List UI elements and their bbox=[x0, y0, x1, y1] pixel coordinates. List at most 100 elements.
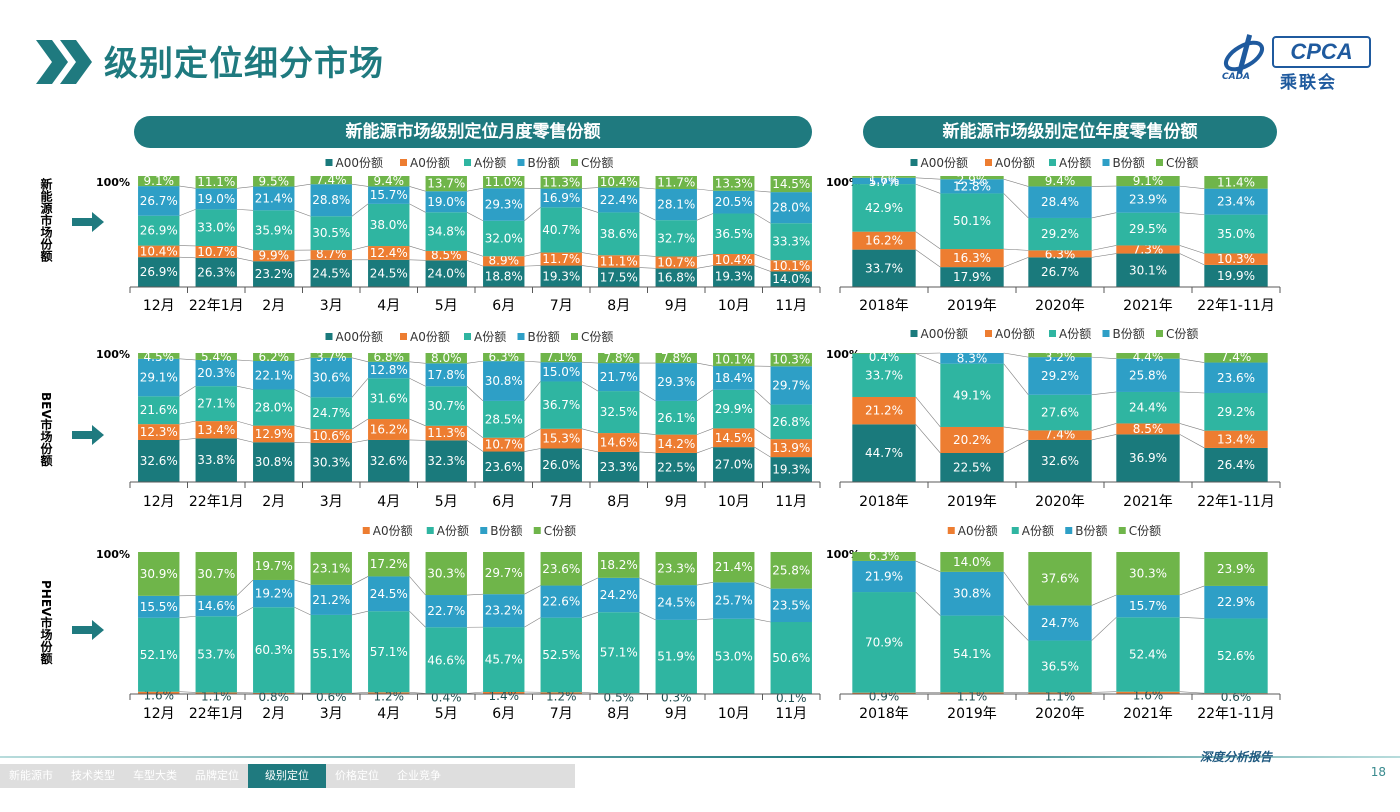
connector-line bbox=[754, 428, 770, 439]
legend-label: C份额 bbox=[1166, 327, 1198, 341]
connector-line bbox=[697, 266, 713, 269]
data-label: 36.5% bbox=[715, 227, 753, 241]
data-label: 52.1% bbox=[140, 648, 178, 662]
data-label: 30.8% bbox=[953, 587, 991, 601]
footer-tab[interactable]: 企业竞争 bbox=[388, 764, 450, 788]
data-label: 40.7% bbox=[542, 223, 580, 237]
connector-line bbox=[1004, 364, 1029, 395]
data-label: 34.8% bbox=[427, 225, 465, 239]
connector-line bbox=[916, 424, 941, 453]
category-label: 7月 bbox=[550, 706, 573, 722]
legend-swatch bbox=[985, 159, 992, 166]
data-label: 7.1% bbox=[546, 350, 577, 364]
data-label: 70.9% bbox=[865, 635, 903, 649]
data-label: 19.3% bbox=[542, 269, 580, 283]
connector-line bbox=[1092, 357, 1117, 359]
data-label: 5.4% bbox=[201, 350, 232, 364]
data-label: 0.4% bbox=[869, 350, 900, 364]
legend-label: A0份额 bbox=[958, 524, 998, 538]
legend-label: A份额 bbox=[474, 156, 506, 170]
category-label: 2019年 bbox=[947, 298, 997, 314]
data-label: 6.2% bbox=[259, 350, 290, 364]
connector-line bbox=[1180, 617, 1205, 618]
connector-line bbox=[582, 692, 598, 693]
connector-line bbox=[916, 592, 941, 616]
connector-line bbox=[524, 266, 540, 267]
legend-label: A0份额 bbox=[995, 327, 1035, 341]
data-label: 28.1% bbox=[657, 198, 695, 212]
data-label: 30.8% bbox=[255, 455, 293, 469]
footer-tab-active[interactable]: 级别定位 bbox=[248, 764, 326, 788]
data-label: 20.5% bbox=[715, 195, 753, 209]
connector-line bbox=[1092, 423, 1117, 430]
connector-line bbox=[754, 191, 770, 192]
connector-line bbox=[352, 246, 368, 250]
connector-line bbox=[582, 429, 598, 433]
connector-line bbox=[467, 594, 483, 595]
data-label: 22.6% bbox=[542, 595, 580, 609]
data-label: 24.4% bbox=[1129, 401, 1167, 415]
legend-swatch bbox=[427, 527, 434, 534]
legend-swatch bbox=[1156, 330, 1163, 337]
category-label: 9月 bbox=[665, 298, 688, 314]
legend-label: B份额 bbox=[490, 524, 522, 538]
connector-line bbox=[237, 386, 253, 389]
data-label: 13.7% bbox=[427, 177, 465, 191]
legend-label: A0份额 bbox=[995, 156, 1035, 170]
data-label: 33.7% bbox=[865, 368, 903, 382]
connector-line bbox=[1004, 193, 1029, 218]
connector-line bbox=[1004, 249, 1029, 250]
connector-line bbox=[179, 386, 195, 396]
data-label: 23.9% bbox=[1217, 562, 1255, 576]
connector-line bbox=[467, 188, 483, 191]
footer-tab[interactable]: 技术类型 bbox=[62, 764, 124, 788]
connector-line bbox=[352, 419, 368, 429]
footer-tab[interactable]: 车型大类 bbox=[124, 764, 186, 788]
data-label: 23.4% bbox=[1217, 195, 1255, 209]
data-label: 3.7% bbox=[316, 350, 347, 364]
data-label: 32.6% bbox=[140, 454, 178, 468]
data-label: 22.7% bbox=[427, 604, 465, 618]
data-label: 36.5% bbox=[1041, 659, 1079, 673]
data-label: 24.2% bbox=[600, 588, 638, 602]
connector-line bbox=[697, 363, 713, 366]
connector-line bbox=[352, 204, 368, 216]
legend-label: A份额 bbox=[474, 330, 506, 344]
data-label: 23.6% bbox=[542, 562, 580, 576]
connector-line bbox=[639, 433, 655, 435]
legend-swatch bbox=[948, 527, 955, 534]
legend-label: C份额 bbox=[1166, 156, 1198, 170]
category-label: 5月 bbox=[435, 298, 458, 314]
legend-label: B份额 bbox=[1075, 524, 1107, 538]
data-label: 7.4% bbox=[316, 173, 347, 187]
data-label: 38.0% bbox=[370, 218, 408, 232]
data-label: 21.2% bbox=[865, 404, 903, 418]
data-label: 11.0% bbox=[485, 175, 523, 189]
footer-tab[interactable]: 品牌定位 bbox=[186, 764, 248, 788]
footer-tab[interactable]: 价格定位 bbox=[326, 764, 388, 788]
data-label: 18.4% bbox=[715, 371, 753, 385]
connector-line bbox=[697, 447, 713, 453]
data-label: 57.1% bbox=[600, 646, 638, 660]
connector-line bbox=[1092, 392, 1117, 395]
data-label: 32.3% bbox=[427, 454, 465, 468]
data-label: 27.0% bbox=[715, 458, 753, 472]
data-label: 10.4% bbox=[715, 253, 753, 267]
legend-label: C份额 bbox=[1129, 524, 1161, 538]
category-label: 4月 bbox=[377, 298, 400, 314]
data-label: 15.7% bbox=[1129, 599, 1167, 613]
footer-tab[interactable]: 新能源市场 bbox=[0, 764, 62, 788]
legend-label: A份额 bbox=[1022, 524, 1054, 538]
connector-line bbox=[409, 204, 425, 212]
category-label: 6月 bbox=[492, 298, 515, 314]
connector-line bbox=[582, 381, 598, 391]
data-label: 27.6% bbox=[1041, 406, 1079, 420]
category-label: 11月 bbox=[775, 706, 807, 722]
data-label: 10.6% bbox=[312, 429, 350, 443]
data-label: 19.3% bbox=[715, 269, 753, 283]
data-label: 25.8% bbox=[772, 563, 810, 577]
data-label: 51.9% bbox=[657, 650, 695, 664]
connector-line bbox=[1180, 586, 1205, 595]
data-label: 53.0% bbox=[715, 649, 753, 663]
data-label: 21.2% bbox=[312, 593, 350, 607]
